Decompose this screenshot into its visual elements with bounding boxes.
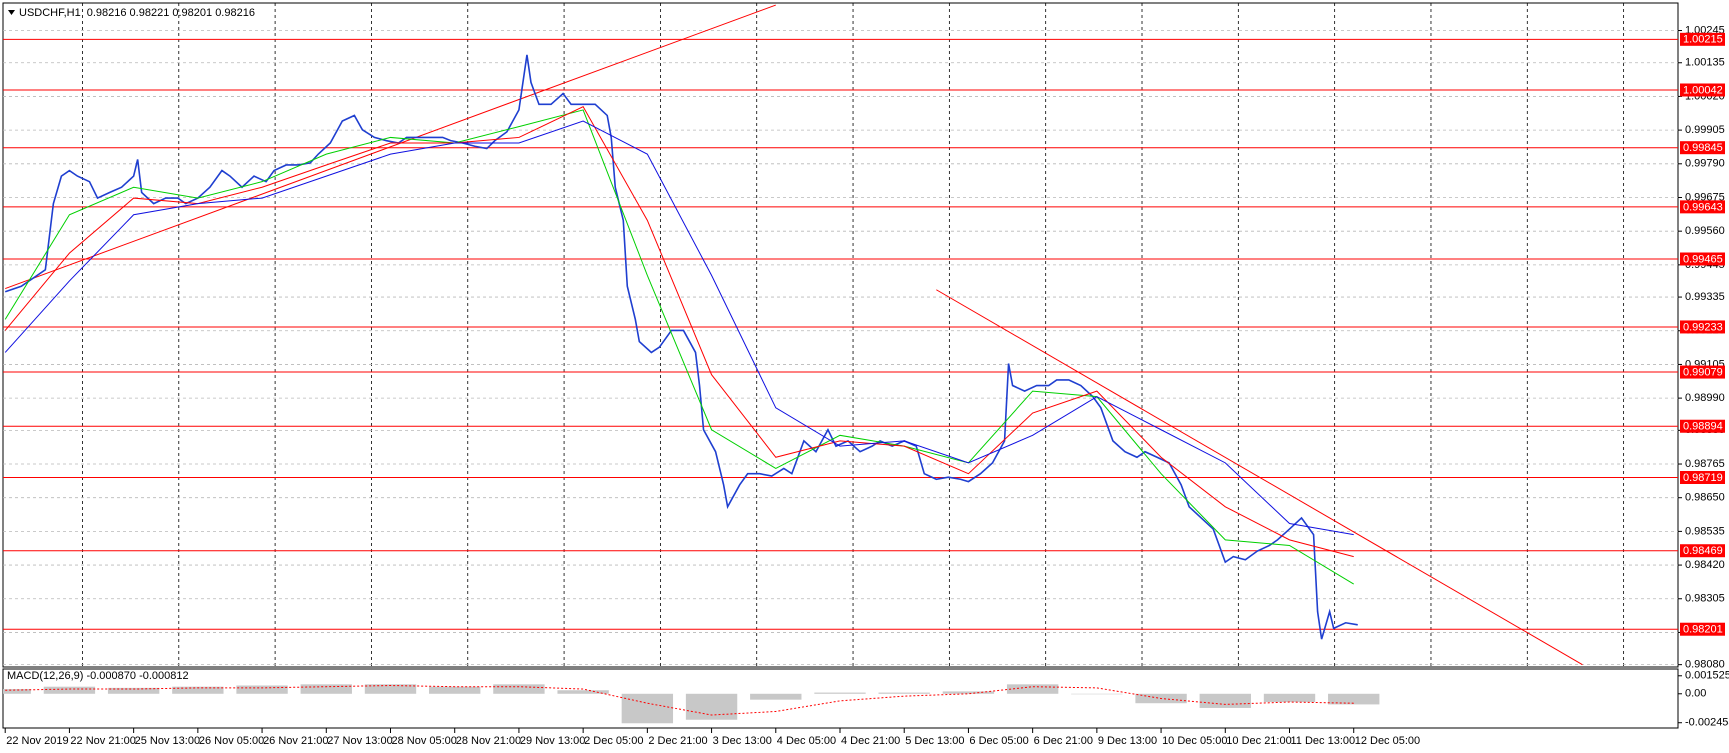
level-label: 0.98894 xyxy=(1683,421,1723,433)
macd-bar xyxy=(493,684,545,694)
level-label-bg xyxy=(1680,83,1725,97)
level-label-bg xyxy=(1680,622,1725,636)
macd-bar xyxy=(621,693,674,724)
x-tick-label: 12 Dec 05:00 xyxy=(1355,735,1420,747)
menu-arrow[interactable] xyxy=(8,10,15,15)
level-label: 0.99643 xyxy=(1683,201,1723,213)
y-tick-label: 0.98535 xyxy=(1685,525,1725,537)
macd-bar xyxy=(300,684,352,694)
x-tick-label: 26 Nov 05:00 xyxy=(199,735,264,747)
macd-bar xyxy=(750,693,802,700)
level-label: 0.98201 xyxy=(1683,624,1723,636)
level-label: 0.98719 xyxy=(1683,472,1723,484)
y-tick-label: 0.99335 xyxy=(1685,291,1725,303)
y-tick-label: 0.98990 xyxy=(1685,392,1725,404)
x-tick-label: 10 Dec 21:00 xyxy=(1226,735,1291,747)
x-tick-label: 10 Dec 05:00 xyxy=(1162,735,1227,747)
x-tick-label: 27 Nov 13:00 xyxy=(327,735,392,747)
macd-bar xyxy=(3,689,31,694)
level-label: 0.99079 xyxy=(1683,366,1723,378)
y-tick-label: 0.98420 xyxy=(1685,559,1725,571)
trend-line xyxy=(5,4,776,290)
level-label: 0.99845 xyxy=(1683,142,1723,154)
level-label: 1.00042 xyxy=(1683,84,1723,96)
x-tick-label: 22 Nov 21:00 xyxy=(70,735,135,747)
x-tick-label: 6 Dec 05:00 xyxy=(969,735,1028,747)
x-tick-label: 25 Nov 13:00 xyxy=(135,735,200,747)
y-tick-label: 0.00 xyxy=(1685,688,1706,700)
x-tick-label: 9 Dec 13:00 xyxy=(1098,735,1157,747)
level-label: 0.98469 xyxy=(1683,545,1723,557)
level-label-bg xyxy=(1680,320,1725,334)
y-tick-label: 0.98650 xyxy=(1685,492,1725,504)
plot-area xyxy=(3,3,1678,667)
moving-average xyxy=(4,109,1354,585)
macd-bar xyxy=(43,686,96,694)
y-tick-label: 0.99790 xyxy=(1685,158,1725,170)
macd-bar xyxy=(172,686,224,694)
x-tick-label: 2 Dec 05:00 xyxy=(584,735,643,747)
level-label-bg xyxy=(1680,365,1725,379)
macd-title: MACD(12,26,9) -0.000870 -0.000812 xyxy=(7,670,189,682)
level-label: 0.99233 xyxy=(1683,321,1723,333)
macd-bar xyxy=(107,687,160,694)
x-tick-label: 28 Nov 05:00 xyxy=(391,735,456,747)
macd-bar xyxy=(1263,693,1316,703)
y-tick-label: 1.00135 xyxy=(1685,57,1725,69)
x-tick-label: 29 Nov 13:00 xyxy=(520,735,585,747)
y-tick-label: 0.98765 xyxy=(1685,458,1725,470)
macd-bar xyxy=(685,693,738,720)
level-label-bg xyxy=(1680,200,1725,214)
x-tick-label: 3 Dec 13:00 xyxy=(713,735,772,747)
x-tick-label: 4 Dec 21:00 xyxy=(841,735,900,747)
trend-line xyxy=(936,289,1583,666)
macd-bar xyxy=(1199,693,1251,708)
level-label-bg xyxy=(1680,470,1725,484)
x-tick-label: 28 Nov 21:00 xyxy=(456,735,521,747)
level-label: 0.99465 xyxy=(1683,253,1723,265)
y-tick-label: -0.002453 xyxy=(1685,717,1729,729)
moving-average xyxy=(4,120,1354,536)
signal-line xyxy=(5,685,1354,716)
x-tick-label: 4 Dec 05:00 xyxy=(777,735,836,747)
y-tick-label: 0.99560 xyxy=(1685,225,1725,237)
x-tick-label: 5 Dec 13:00 xyxy=(905,735,964,747)
macd-bar xyxy=(429,686,481,694)
x-tick-label: 26 Nov 21:00 xyxy=(263,735,328,747)
x-tick-label: 22 Nov 2019 xyxy=(6,735,68,747)
level-label-bg xyxy=(1680,141,1725,155)
macd-bar xyxy=(942,691,995,694)
level-label-bg xyxy=(1680,252,1725,266)
macd-bar xyxy=(557,690,609,694)
macd-bar xyxy=(878,692,930,694)
level-label-bg xyxy=(1680,544,1725,558)
level-label-bg xyxy=(1680,32,1725,46)
level-label-bg xyxy=(1680,419,1725,433)
chart-header: USDCHF,H1 0.98216 0.98221 0.98201 0.98216 xyxy=(19,7,255,19)
macd-panel-frame xyxy=(2,668,1679,729)
main-panel-frame xyxy=(2,2,1679,668)
macd-bar xyxy=(1071,693,1123,695)
x-tick-label: 11 Dec 13:00 xyxy=(1291,735,1356,747)
symbol: USDCHF,H1 xyxy=(19,7,81,19)
level-label: 1.00215 xyxy=(1683,34,1723,46)
macd-bar xyxy=(364,684,417,694)
y-tick-label: 0.001525 xyxy=(1685,670,1729,682)
macd-area xyxy=(3,684,1380,724)
ohlc: 0.98216 0.98221 0.98201 0.98216 xyxy=(87,7,255,19)
y-tick-label: 0.98080 xyxy=(1685,659,1725,671)
moving-average xyxy=(4,106,1354,558)
y-tick-label: 0.99905 xyxy=(1685,124,1725,136)
macd-bar xyxy=(236,685,288,694)
x-tick-label: 6 Dec 21:00 xyxy=(1034,735,1093,747)
macd-bar xyxy=(1006,684,1059,694)
x-tick-label: 2 Dec 21:00 xyxy=(648,735,707,747)
macd-bar xyxy=(1328,693,1380,705)
macd-bar xyxy=(814,692,866,694)
y-tick-label: 0.98305 xyxy=(1685,593,1725,605)
